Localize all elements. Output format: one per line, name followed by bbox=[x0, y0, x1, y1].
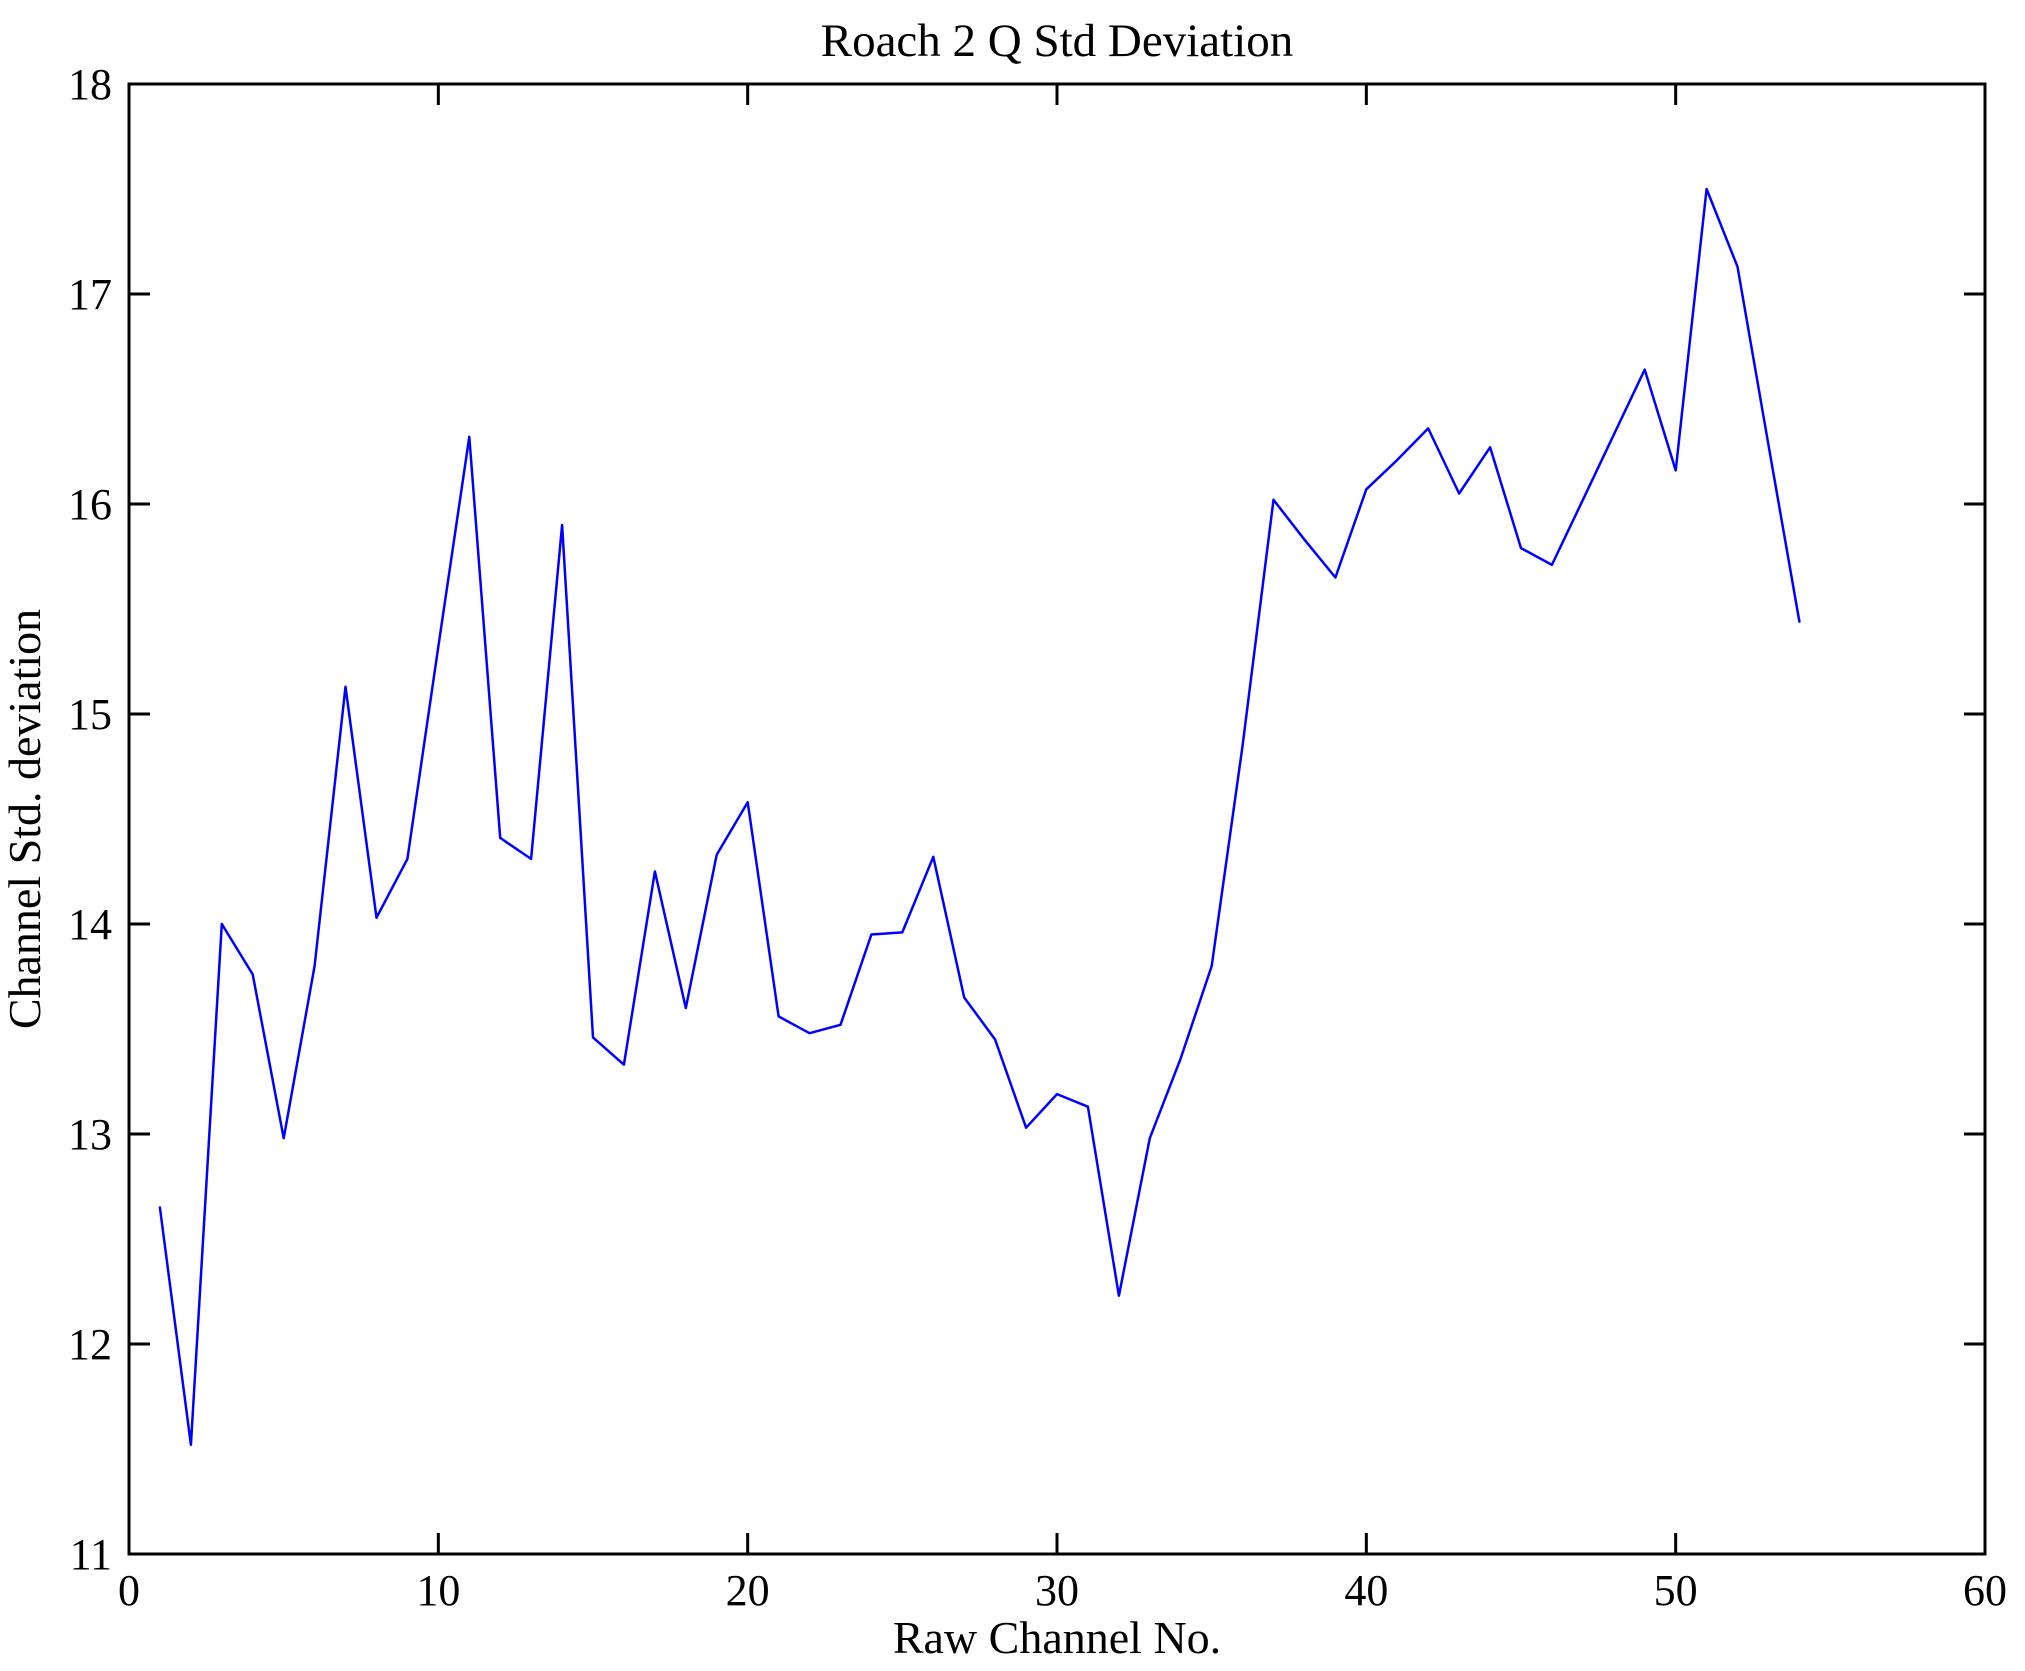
y-tick-label: 13 bbox=[68, 1110, 112, 1159]
y-tick-label: 17 bbox=[68, 270, 112, 319]
y-tick-label: 12 bbox=[68, 1320, 112, 1369]
x-axis-label: Raw Channel No. bbox=[893, 1612, 1221, 1663]
x-tick-label: 30 bbox=[1035, 1566, 1079, 1615]
chart-title: Roach 2 Q Std Deviation bbox=[821, 15, 1294, 67]
y-tick-label: 18 bbox=[68, 60, 112, 109]
x-tick-label: 50 bbox=[1654, 1566, 1698, 1615]
y-tick-label: 11 bbox=[70, 1530, 112, 1579]
data-line bbox=[158, 187, 1801, 1447]
y-tick-label: 14 bbox=[68, 900, 112, 949]
plot-frame bbox=[127, 82, 1987, 1556]
x-tick-label: 10 bbox=[416, 1566, 460, 1615]
x-tick-label: 40 bbox=[1344, 1566, 1388, 1615]
x-tick-label: 20 bbox=[726, 1566, 770, 1615]
y-tick-label: 15 bbox=[68, 690, 112, 739]
x-tick-label: 0 bbox=[118, 1566, 140, 1615]
x-tick-label: 60 bbox=[1963, 1566, 2007, 1615]
y-axis-label: Channel Std. deviation bbox=[0, 609, 50, 1029]
y-tick-label: 16 bbox=[68, 480, 112, 529]
